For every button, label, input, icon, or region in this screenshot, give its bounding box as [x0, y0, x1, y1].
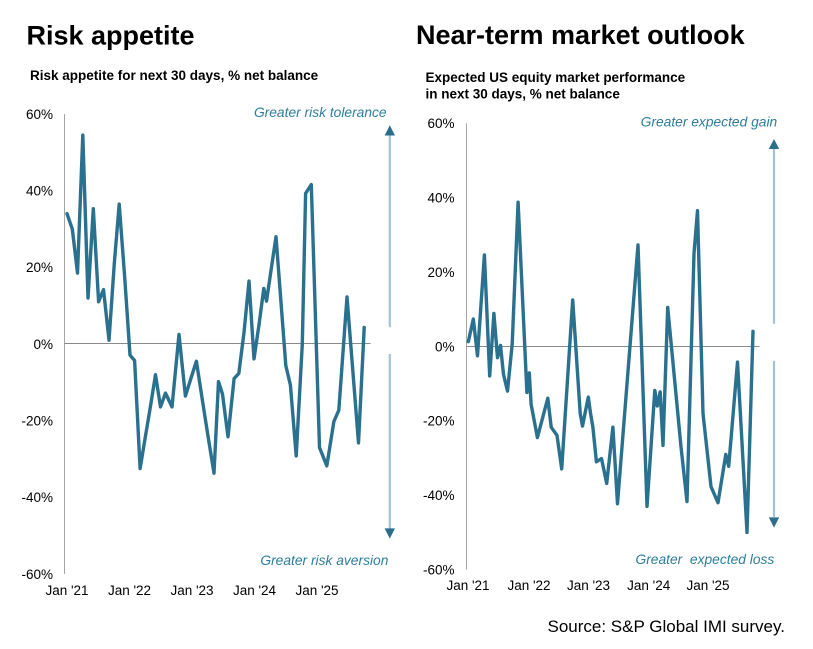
svg-text:Jan '22: Jan '22	[507, 578, 550, 593]
svg-text:Jan '24: Jan '24	[233, 583, 277, 598]
svg-text:Greater expected gain: Greater expected gain	[641, 114, 778, 129]
svg-text:60%: 60%	[427, 116, 454, 131]
svg-text:Greater expected loss: Greater expected loss	[635, 552, 774, 567]
svg-text:40%: 40%	[26, 184, 53, 199]
svg-text:-60%: -60%	[21, 567, 53, 582]
svg-text:Risk appetite: Risk appetite	[27, 21, 195, 51]
svg-text:Jan '23: Jan '23	[567, 578, 610, 593]
svg-text:20%: 20%	[427, 265, 454, 280]
svg-text:0%: 0%	[435, 339, 455, 354]
svg-text:0%: 0%	[33, 337, 53, 352]
svg-text:-20%: -20%	[423, 414, 455, 429]
svg-text:in next 30 days, % net balance: in next 30 days, % net balance	[426, 87, 621, 102]
svg-text:Jan '23: Jan '23	[170, 583, 213, 598]
svg-text:Greater risk tolerance: Greater risk tolerance	[254, 105, 387, 120]
svg-text:-60%: -60%	[423, 563, 455, 578]
svg-text:40%: 40%	[427, 191, 454, 206]
svg-text:Jan '21: Jan '21	[446, 578, 489, 593]
svg-text:Jan '24: Jan '24	[627, 578, 671, 593]
svg-text:Jan '21: Jan '21	[45, 583, 88, 598]
svg-text:60%: 60%	[26, 107, 53, 122]
svg-text:Expected US equity market perf: Expected US equity market performance	[426, 70, 686, 85]
svg-text:Greater risk aversion: Greater risk aversion	[260, 553, 388, 568]
svg-text:-40%: -40%	[21, 490, 53, 505]
svg-text:Risk appetite for next 30 days: Risk appetite for next 30 days, % net ba…	[30, 68, 319, 83]
svg-text:Source: S&P Global IMI survey.: Source: S&P Global IMI survey.	[548, 617, 785, 636]
svg-text:Near-term market outlook: Near-term market outlook	[416, 20, 746, 50]
svg-text:Jan '25: Jan '25	[686, 578, 729, 593]
svg-text:-20%: -20%	[21, 414, 53, 429]
svg-text:-40%: -40%	[423, 488, 455, 503]
svg-text:20%: 20%	[26, 260, 53, 275]
svg-text:Jan '25: Jan '25	[295, 583, 338, 598]
svg-text:Jan '22: Jan '22	[108, 583, 151, 598]
